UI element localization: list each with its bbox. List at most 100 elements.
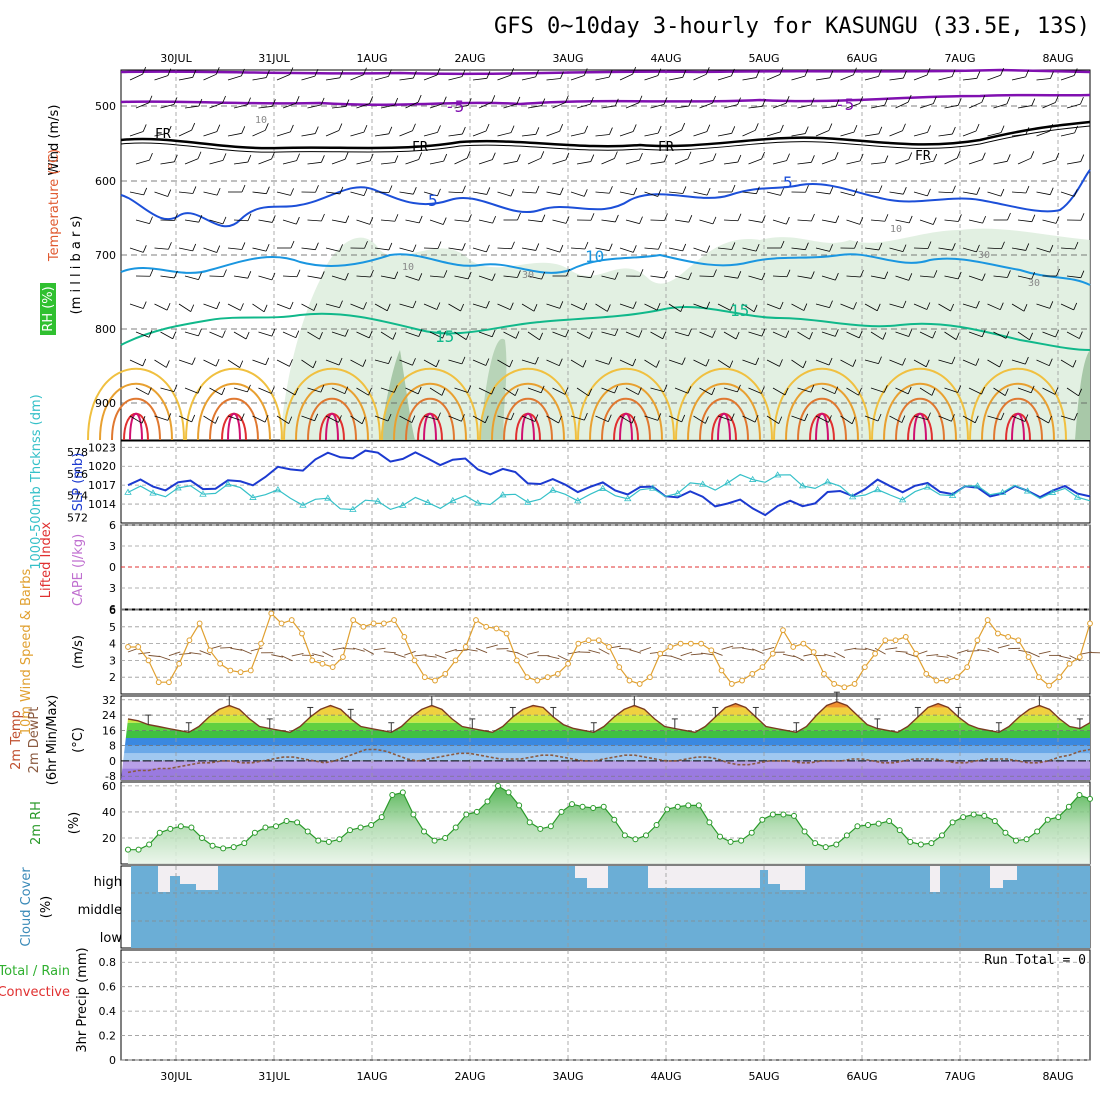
- wind-barb-flag: [590, 270, 595, 278]
- wind-barb-flag: [737, 97, 741, 105]
- rh10-label-3: 10: [890, 224, 902, 235]
- wind-barb: [356, 275, 371, 278]
- wind-barb-flag: [925, 359, 930, 367]
- wind-barb-flag: [907, 94, 912, 103]
- lifted-index-label: Lifted Index: [39, 521, 54, 598]
- wind-barb-flag: [712, 153, 717, 161]
- pressure-tick: 800: [95, 323, 116, 336]
- wind10-point: [759, 664, 766, 671]
- wind-barb-flag: [687, 151, 692, 159]
- wind-barb-flag: [1000, 125, 1005, 133]
- thickness-point: [324, 494, 332, 501]
- wind-barb: [968, 275, 983, 281]
- wind-barb-flag: [958, 214, 962, 222]
- wind-barb-flag: [853, 124, 858, 133]
- wind-barb: [968, 101, 982, 109]
- wind-barb-flag: [486, 71, 491, 79]
- thickness-point: [973, 482, 982, 489]
- wind-barb: [301, 359, 314, 369]
- wind-barb-flag: [663, 384, 668, 392]
- wind-barb-flag: [142, 358, 147, 367]
- wind-barb: [699, 331, 713, 338]
- wind-barb-flag: [712, 330, 716, 338]
- thickness-point: [674, 489, 682, 496]
- wind10-point: [554, 670, 561, 677]
- wind-barb: [889, 77, 904, 81]
- wind-barb-flag: [785, 96, 790, 104]
- wind-barb: [331, 219, 346, 224]
- wind-barb: [748, 219, 763, 223]
- thickness-point: [599, 484, 607, 491]
- wind10-point: [595, 637, 602, 644]
- wind-barb: [356, 387, 369, 396]
- wind-barb: [644, 359, 657, 368]
- temp-band: [121, 753, 1090, 761]
- wind-barb-flag: [976, 71, 981, 79]
- wind-barb-flag: [370, 269, 374, 278]
- wind-barb: [307, 387, 322, 393]
- wind-barb-flag: [369, 153, 374, 162]
- wind-barb: [674, 219, 689, 223]
- wind10-barb: [455, 649, 468, 652]
- cloud-clear-gap: [990, 866, 1003, 888]
- rh2m-point: [1013, 837, 1019, 844]
- wind-barb-flag: [142, 245, 147, 253]
- wind-barb-flag: [1000, 188, 1005, 197]
- wind-barb: [889, 247, 904, 253]
- wind10-point: [585, 637, 592, 644]
- millibars-axis-label: (m i l l i b a r s): [69, 216, 84, 315]
- wind-barb: [1011, 191, 1026, 194]
- wind-barb-flag: [957, 385, 962, 393]
- wind10-point: [513, 657, 520, 664]
- temp-tick: 16: [102, 724, 116, 737]
- wind10-series: [125, 610, 1093, 691]
- wind-barb-flag: [436, 67, 441, 76]
- wind-barb: [815, 359, 830, 366]
- rh2m-point: [199, 834, 205, 841]
- wind-barb-flag: [657, 189, 662, 197]
- wind-barb-flag: [786, 269, 791, 277]
- wind-barb: [846, 160, 861, 165]
- wind-barb: [350, 74, 364, 81]
- wind-barb: [962, 77, 977, 81]
- wind-barb: [546, 78, 561, 81]
- rh2m-point: [590, 805, 597, 812]
- wind-barb: [962, 247, 977, 253]
- wind-barb-flag: [834, 386, 839, 394]
- wind-barb: [301, 75, 316, 81]
- wind-barb: [350, 303, 364, 310]
- wind-barb: [717, 247, 732, 250]
- wind-barb: [962, 359, 977, 366]
- wind-barb-flag: [1074, 125, 1079, 134]
- wind-barb-flag: [811, 213, 815, 222]
- top-date-label: 5AUG: [748, 52, 779, 65]
- wind-barb-flag: [442, 217, 447, 225]
- wind-barb-flag: [1048, 415, 1052, 424]
- cloud-clear-gaps: [158, 866, 1017, 892]
- rh2m-point: [526, 819, 533, 826]
- thickness-point: [249, 493, 257, 500]
- wind-barb-flag: [290, 240, 295, 249]
- wind-barb-flag: [266, 186, 270, 194]
- wind10-barb: [854, 648, 867, 650]
- temperature-contour: [307, 397, 357, 441]
- wind10-barb: [762, 647, 775, 651]
- wind10-point: [299, 630, 305, 637]
- wind-barb-flag: [927, 241, 932, 249]
- wind-barb: [307, 219, 322, 222]
- wind-barb: [576, 387, 589, 397]
- wind-barb-flag: [486, 187, 491, 195]
- rh2m-point: [780, 811, 787, 818]
- wind-barb-flag: [216, 124, 221, 132]
- wind-barb-flag: [876, 303, 881, 311]
- wind-barb: [1011, 247, 1026, 251]
- wind-barb: [282, 160, 297, 165]
- temperature-contour: [797, 397, 847, 441]
- wind-barb: [889, 415, 903, 423]
- wind-barb: [527, 157, 541, 165]
- wind-barb: [668, 129, 682, 137]
- wind-barb-flag: [142, 301, 147, 309]
- wind-barb-flag: [1031, 98, 1036, 106]
- wind-barb-flag: [1005, 331, 1010, 339]
- wind-barb-flag: [804, 126, 809, 134]
